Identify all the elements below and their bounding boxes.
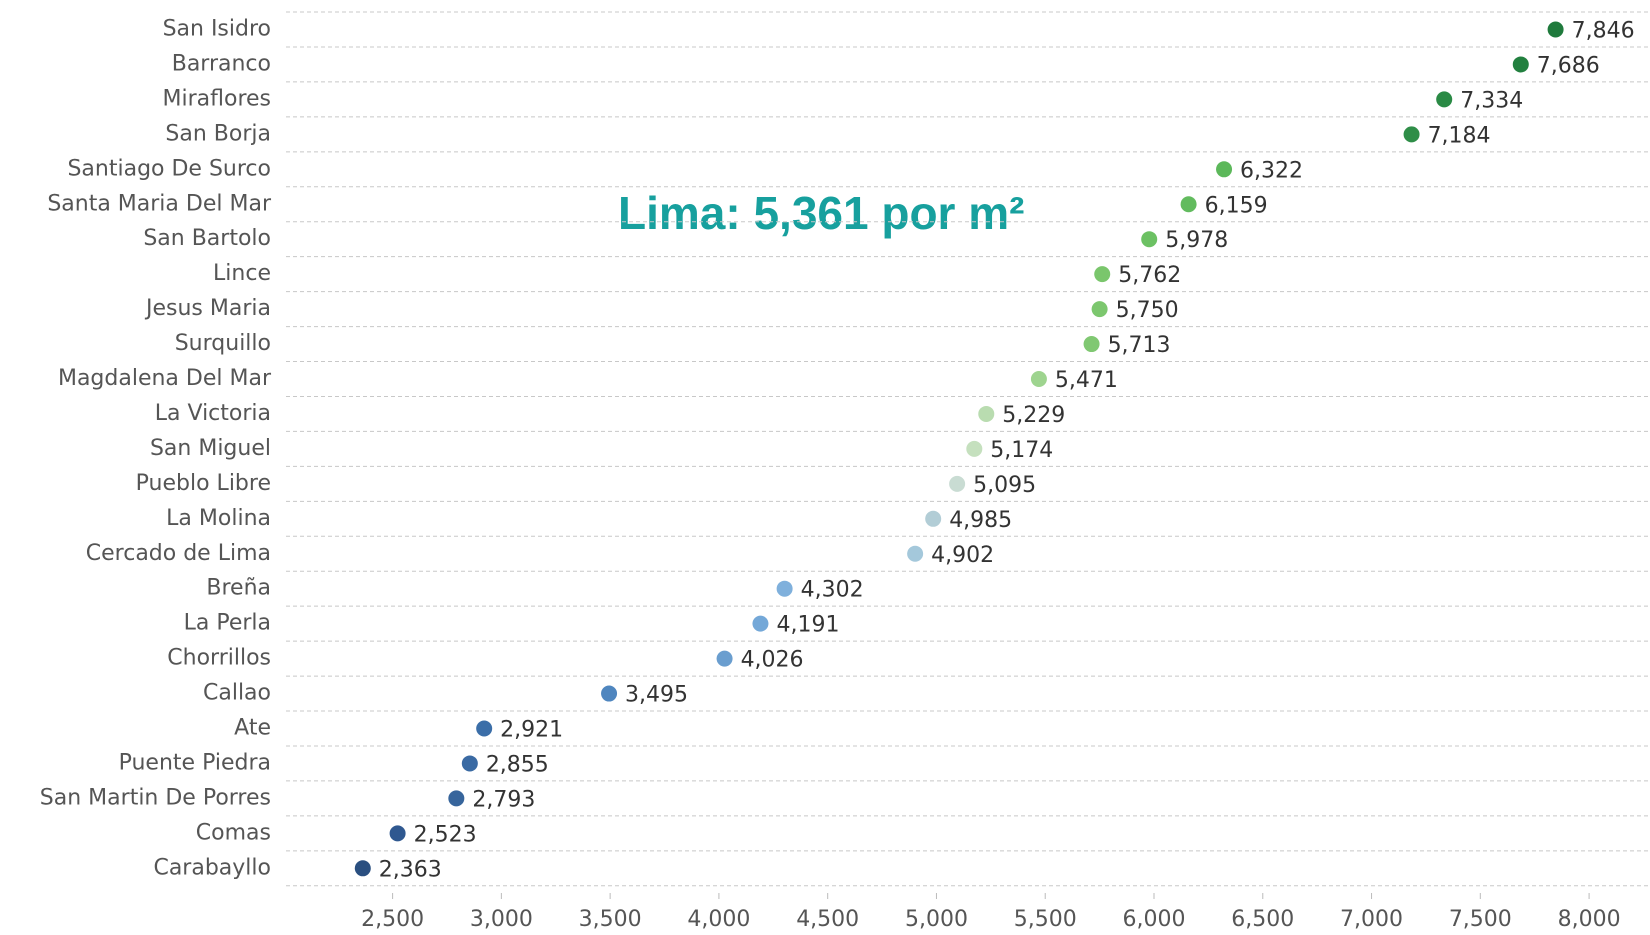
value-label: 2,855 <box>486 752 549 777</box>
value-label: 4,902 <box>931 543 994 568</box>
x-tick-label: 7,000 <box>1340 907 1403 932</box>
value-label: 4,191 <box>776 613 839 638</box>
category-label: La Perla <box>184 611 271 636</box>
category-label: Puente Piedra <box>119 750 271 775</box>
value-label: 5,174 <box>990 438 1053 463</box>
x-tick-label: 3,000 <box>470 907 533 932</box>
value-label: 2,793 <box>472 787 535 812</box>
x-tick-label: 5,500 <box>1014 907 1077 932</box>
dot <box>1083 336 1100 353</box>
dot <box>1512 56 1529 73</box>
x-tick-label: 6,500 <box>1231 907 1294 932</box>
value-label: 4,985 <box>949 508 1012 533</box>
dot <box>389 825 406 842</box>
value-label: 7,184 <box>1428 123 1491 148</box>
dot <box>966 440 983 457</box>
x-tick-label: 5,000 <box>905 907 968 932</box>
category-label: Comas <box>196 820 271 845</box>
value-label: 2,921 <box>500 718 563 743</box>
category-label: Ate <box>234 716 271 741</box>
dot <box>1180 196 1197 213</box>
dot <box>907 545 924 562</box>
category-label: San Miguel <box>150 436 271 461</box>
category-label: La Molina <box>166 506 271 531</box>
value-label: 6,322 <box>1240 158 1303 183</box>
value-label: 7,846 <box>1572 19 1635 44</box>
x-tick-label: 8,000 <box>1558 907 1621 932</box>
value-label: 4,302 <box>801 578 864 603</box>
value-label: 5,750 <box>1116 298 1179 323</box>
dot <box>1403 126 1420 143</box>
dot <box>776 580 793 597</box>
value-label: 5,229 <box>1002 403 1065 428</box>
dot <box>1216 161 1233 178</box>
value-label: 2,523 <box>414 822 477 847</box>
category-label: San Martin De Porres <box>40 785 271 810</box>
category-label: Jesus Maria <box>144 296 271 321</box>
value-label: 7,334 <box>1460 88 1523 113</box>
value-label: 7,686 <box>1537 53 1600 78</box>
value-label: 5,095 <box>973 473 1036 498</box>
x-tick-label: 6,000 <box>1123 907 1186 932</box>
dot <box>949 475 966 492</box>
value-label: 5,713 <box>1108 333 1171 358</box>
category-label: Carabayllo <box>153 855 271 880</box>
annotation: Lima: 5,361 por m² <box>618 187 1024 239</box>
category-label: Cercado de Lima <box>86 541 271 566</box>
value-label: 2,363 <box>379 857 442 882</box>
dot <box>1547 21 1564 38</box>
value-label: 5,978 <box>1165 228 1228 253</box>
dot <box>461 755 478 772</box>
category-label: San Borja <box>165 121 271 146</box>
category-label: Breña <box>206 576 271 601</box>
dot <box>978 405 995 422</box>
dot <box>752 615 769 632</box>
category-label: Callao <box>203 681 271 706</box>
dot <box>354 860 371 877</box>
dot <box>1030 371 1047 387</box>
dot <box>716 650 733 667</box>
x-tick-label: 7,500 <box>1449 907 1512 932</box>
category-label: Surquillo <box>175 331 271 356</box>
dot <box>1091 301 1108 318</box>
dot <box>1436 91 1453 108</box>
category-label: Santiago De Surco <box>67 156 271 181</box>
dot <box>925 510 942 527</box>
category-label: Barranco <box>172 51 271 76</box>
value-label: 4,026 <box>741 648 804 673</box>
x-tick-label: 2,500 <box>361 907 424 932</box>
dot <box>601 685 618 702</box>
dot <box>1141 231 1158 248</box>
value-label: 3,495 <box>625 683 688 708</box>
dot <box>1094 266 1111 283</box>
dot <box>476 720 493 737</box>
category-label: Lince <box>213 261 271 286</box>
x-tick-label: 4,000 <box>687 907 750 932</box>
category-label: San Isidro <box>163 17 271 42</box>
value-label: 5,762 <box>1118 263 1181 288</box>
category-label: San Bartolo <box>143 226 271 251</box>
x-tick-label: 4,500 <box>796 907 859 932</box>
category-label: Pueblo Libre <box>136 471 271 496</box>
category-label: Santa Maria Del Mar <box>47 191 272 216</box>
category-label: Miraflores <box>163 86 272 111</box>
category-label: Chorrillos <box>167 646 271 671</box>
category-label: Magdalena Del Mar <box>58 366 272 391</box>
category-label: La Victoria <box>155 401 271 426</box>
x-tick-label: 3,500 <box>579 907 642 932</box>
dot <box>448 790 465 807</box>
value-label: 6,159 <box>1205 193 1268 218</box>
value-label: 5,471 <box>1055 368 1118 393</box>
